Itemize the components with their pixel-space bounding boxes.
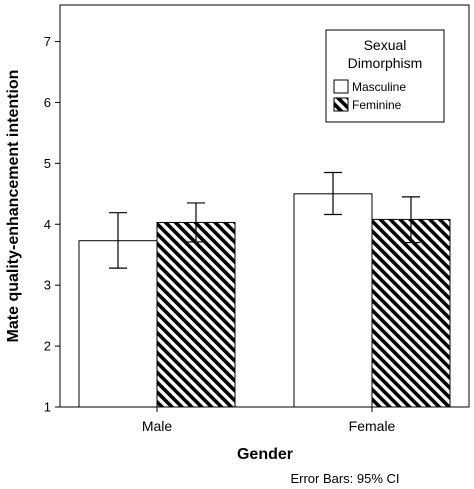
y-axis: 1 2 3 4 5 6 7 xyxy=(44,34,60,415)
x-tick-label-female: Female xyxy=(349,418,396,434)
bar-masculine-female xyxy=(293,193,373,408)
x-axis-title: Gender xyxy=(237,446,293,463)
y-tick-label: 5 xyxy=(44,156,51,171)
x-tick-label-male: Male xyxy=(142,418,173,434)
legend: Sexual Dimorphism Masculine Feminine xyxy=(325,29,445,123)
x-axis: Male Female xyxy=(142,407,396,434)
y-tick-label: 2 xyxy=(44,339,51,354)
y-tick-label: 4 xyxy=(44,217,51,232)
error-bar-masculine-female xyxy=(324,171,342,216)
legend-swatch-masculine xyxy=(333,79,349,94)
legend-label-feminine: Feminine xyxy=(352,98,402,112)
footnote: Error Bars: 95% CI xyxy=(290,471,399,486)
bar-feminine-male xyxy=(156,221,236,408)
legend-title-line-2: Dimorphism xyxy=(348,55,423,71)
y-tick-label: 6 xyxy=(44,95,51,110)
error-bars xyxy=(109,171,420,269)
y-tick-label: 3 xyxy=(44,278,51,293)
bar-feminine-female xyxy=(371,218,451,408)
error-bar-masculine-male xyxy=(109,212,127,269)
y-axis-title: Mate quality-enhancement intention xyxy=(5,70,22,343)
legend-title-line-1: Sexual xyxy=(364,37,407,53)
y-tick-label: 7 xyxy=(44,34,51,49)
error-bar-feminine-male xyxy=(187,202,205,243)
legend-label-masculine: Masculine xyxy=(352,80,406,94)
y-tick-label: 1 xyxy=(44,400,51,415)
legend-swatch-feminine xyxy=(333,97,349,112)
error-bar-feminine-female xyxy=(402,196,420,244)
